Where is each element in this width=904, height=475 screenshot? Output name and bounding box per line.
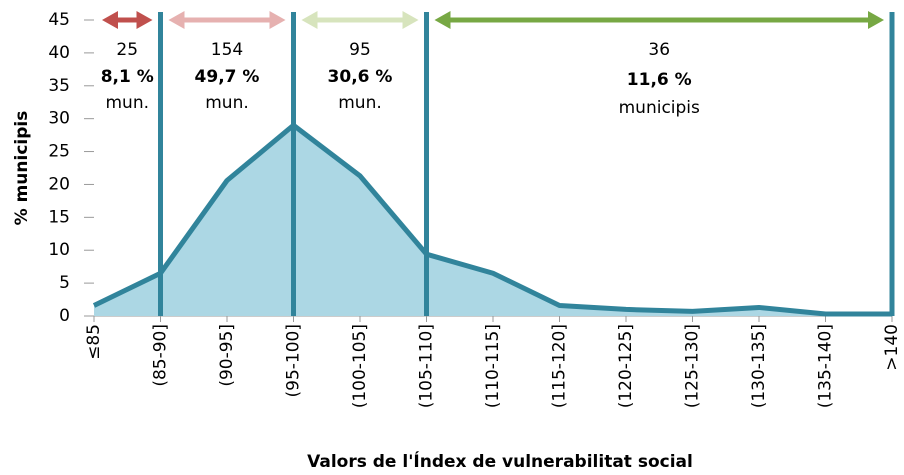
range-share: 49,7 % — [195, 67, 260, 87]
range-share: 8,1 % — [101, 67, 154, 87]
y-tick-label: 15 — [48, 207, 70, 227]
x-tick-label: (105-110] — [417, 324, 437, 408]
y-tick-label: 0 — [59, 306, 70, 326]
arrow-head — [168, 11, 185, 29]
arrow-head — [868, 11, 884, 29]
arrow-head — [269, 11, 286, 29]
x-tick-label: (85-90] — [151, 324, 171, 387]
y-tick-label: 5 — [59, 273, 70, 293]
arrow-head — [136, 11, 153, 29]
x-tick-label: (130-135] — [749, 324, 769, 408]
y-axis-title: % municipis — [12, 111, 32, 226]
x-tick-label: (125-130] — [683, 324, 703, 408]
y-tick-label: 20 — [48, 174, 70, 194]
arrow-head — [434, 11, 451, 29]
range-share: 11,6 % — [627, 70, 692, 90]
x-tick-label: (115-120] — [550, 324, 570, 408]
x-tick-label: ≤85 — [84, 324, 104, 360]
x-tick-label: (95-100] — [284, 324, 304, 397]
y-tick-label: 10 — [48, 240, 70, 260]
x-tick-label: (120-125] — [616, 324, 636, 408]
range-count: 36 — [648, 40, 670, 60]
y-tick-label: 45 — [48, 10, 70, 30]
range-count: 154 — [211, 40, 243, 60]
range-count: 25 — [116, 40, 138, 60]
range-share: 30,6 % — [328, 67, 393, 87]
range-unit: mun. — [205, 93, 249, 113]
arrow-head — [102, 11, 118, 29]
range-count: 95 — [349, 40, 371, 60]
x-tick-label: >140 — [882, 324, 902, 371]
x-tick-label: (110-115] — [483, 324, 503, 408]
range-unit: municipis — [619, 98, 700, 118]
x-tick-label: (100-105] — [350, 324, 370, 408]
area-line — [92, 122, 892, 317]
arrow-head — [402, 11, 419, 29]
x-axis-title: Valors de l'Índex de vulnerabilitat soci… — [307, 450, 693, 472]
area-fill — [94, 125, 892, 316]
range-unit: mun. — [338, 93, 382, 113]
x-tick-label: (135-140] — [816, 324, 836, 408]
range-unit: mun. — [105, 93, 149, 113]
y-tick-label: 30 — [48, 109, 70, 129]
y-tick-label: 40 — [48, 43, 70, 63]
y-tick-label: 25 — [48, 142, 70, 162]
arrow-head — [301, 11, 318, 29]
y-tick-label: 35 — [48, 76, 70, 96]
x-tick-label: (90-95] — [217, 324, 237, 387]
